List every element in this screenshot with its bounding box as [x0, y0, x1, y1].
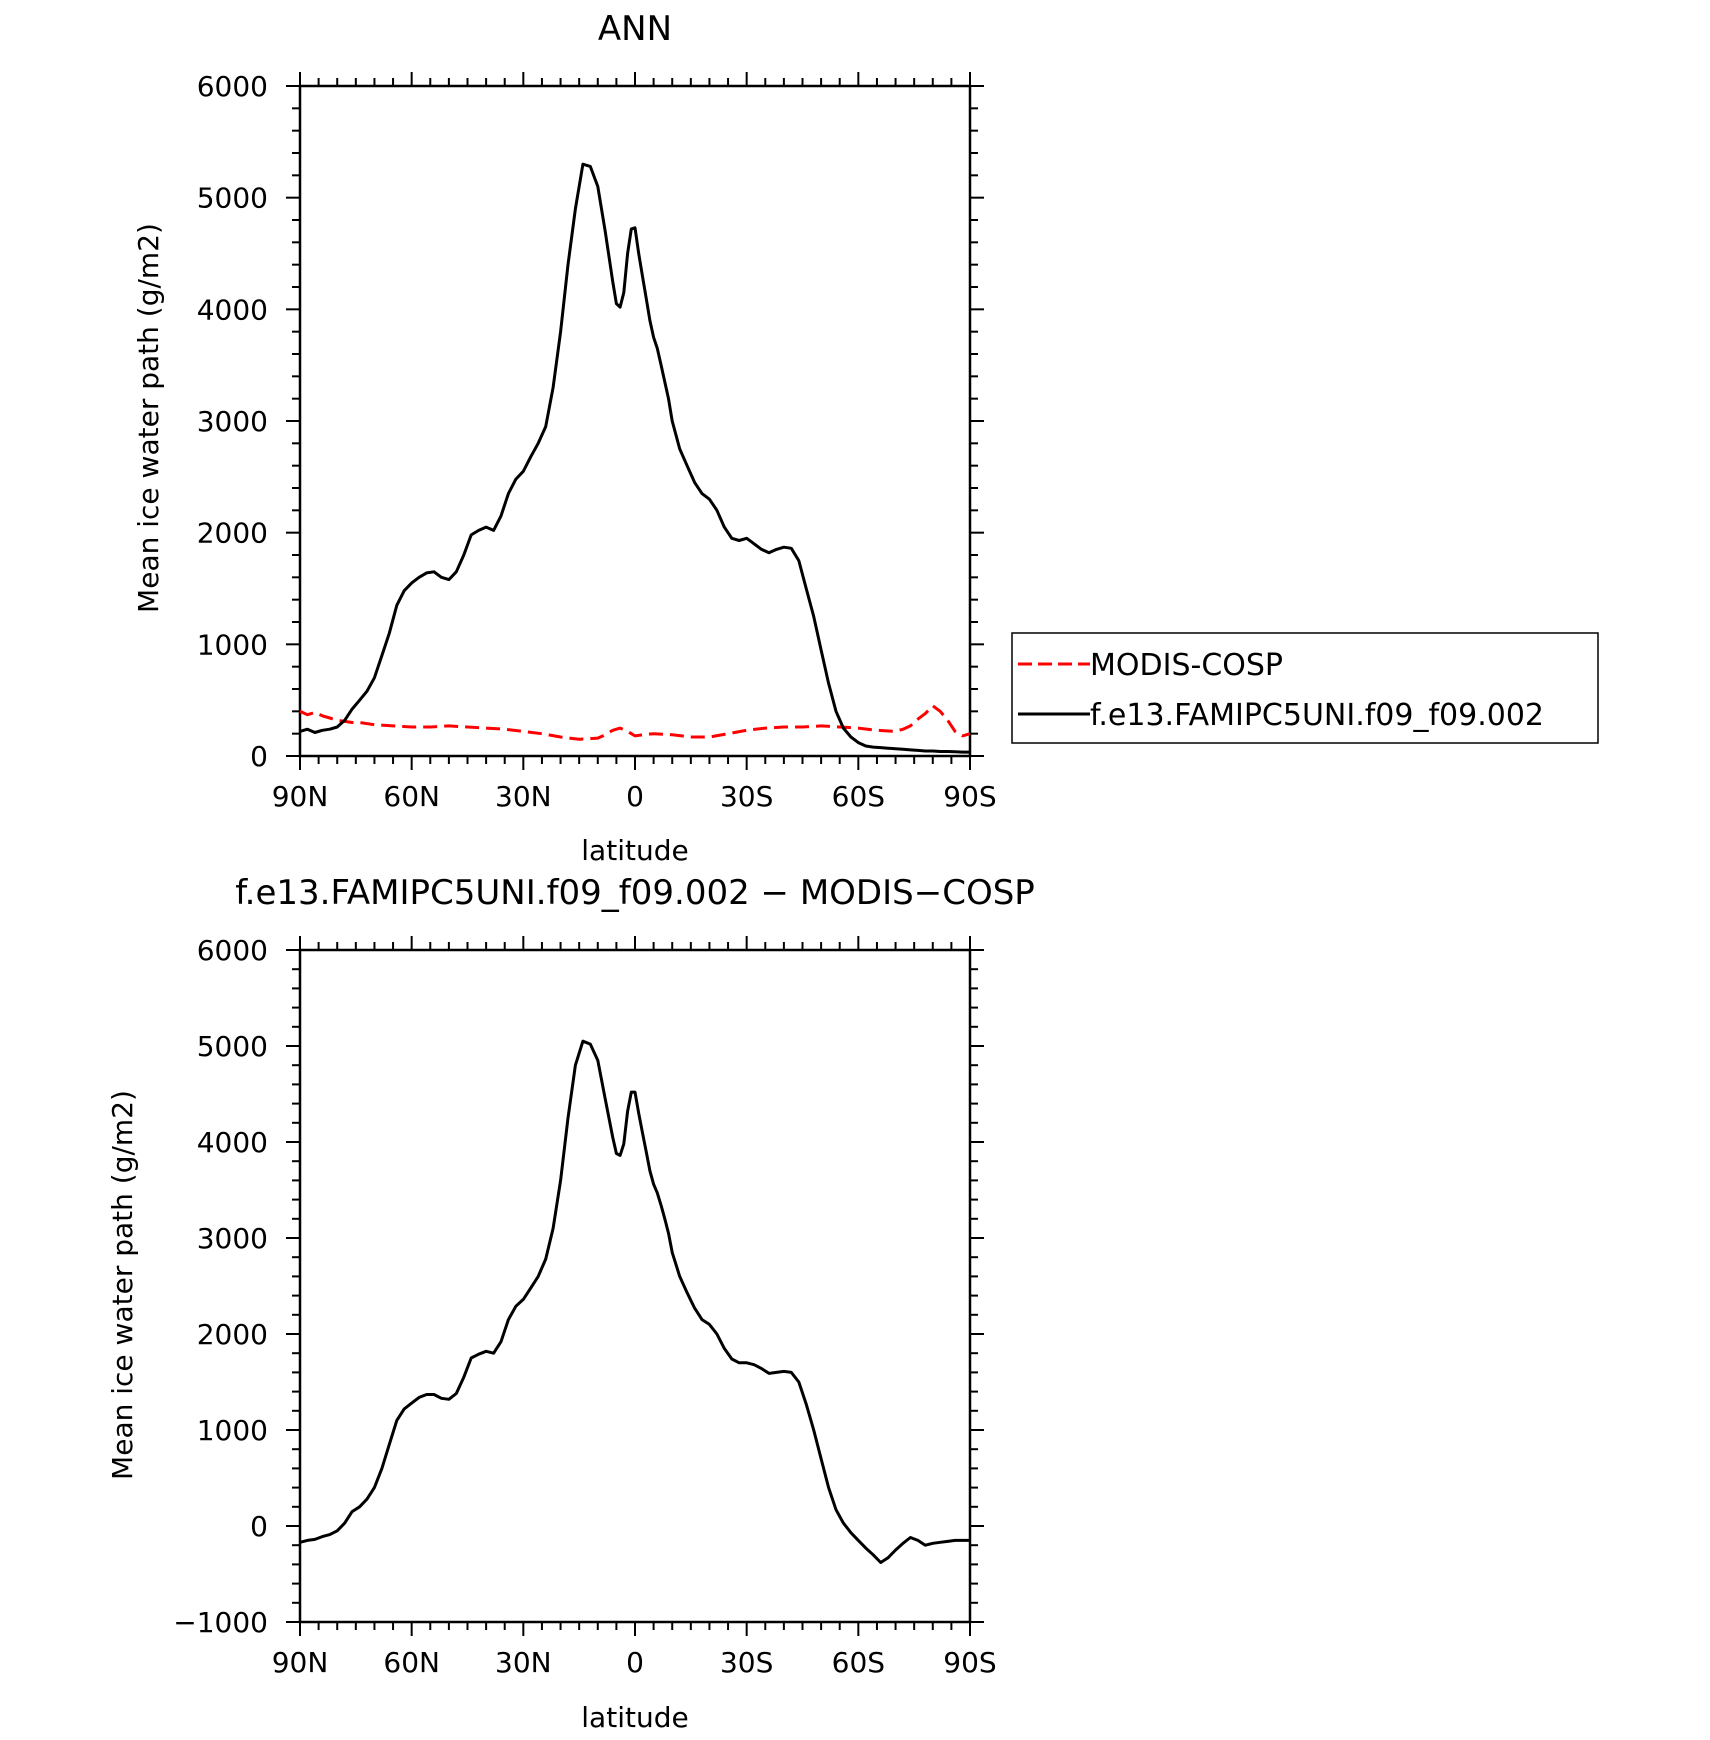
top-y-tick-label: 0	[250, 740, 268, 773]
bottom-x-tick-label: 90S	[943, 1646, 996, 1679]
bottom-panel: f.e13.FAMIPC5UNI.f09_f09.002 − MODIS−COS…	[106, 873, 1035, 1734]
bottom-y-tick-label: 4000	[197, 1126, 268, 1159]
top-x-tick-label: 90S	[943, 780, 996, 813]
top-y-tick-label: 1000	[197, 628, 268, 661]
bottom-x-tick-label: 60N	[383, 1646, 440, 1679]
bottom-x-tick-label: 0	[626, 1646, 644, 1679]
top-x-tick-label: 60S	[832, 780, 885, 813]
bottom-x-tick-label: 30N	[495, 1646, 552, 1679]
bottom-y-tick-label: 6000	[197, 934, 268, 967]
bottom-chart-title: f.e13.FAMIPC5UNI.f09_f09.002 − MODIS−COS…	[235, 873, 1035, 913]
legend: MODIS-COSP f.e13.FAMIPC5UNI.f09_f09.002	[1011, 632, 1599, 744]
top-x-tick-label: 30S	[720, 780, 773, 813]
bottom-plot-frame	[298, 948, 972, 1624]
top-plot-frame	[298, 84, 972, 758]
bottom-y-tick-label: −1000	[173, 1606, 268, 1639]
top-x-axis-title: latitude	[581, 834, 688, 867]
top-panel: ANN 90N 60N 30N 0 30S 60S 90S 0 1000 2000 3000 4000…	[132, 9, 1599, 867]
top-x-tick-label: 0	[626, 780, 644, 813]
legend-label-model: f.e13.FAMIPC5UNI.f09_f09.002	[1090, 698, 1544, 733]
top-x-tick-label: 60N	[383, 780, 440, 813]
top-y-tick-label: 6000	[197, 70, 268, 103]
bottom-x-tick-label: 60S	[832, 1646, 885, 1679]
bottom-y-tick-label: 0	[250, 1510, 268, 1543]
top-y-tick-label: 4000	[197, 293, 268, 326]
top-x-tick-label: 90N	[272, 780, 329, 813]
legend-box	[1011, 632, 1599, 744]
bottom-y-tick-label: 3000	[197, 1222, 268, 1255]
top-chart-title: ANN	[598, 9, 672, 49]
top-plot-area: 90N 60N 30N 0 30S 60S 90S 0 1000 2000 3000 4000 5000…	[197, 70, 997, 813]
top-series-line-0	[299, 704, 971, 741]
top-y-tick-label: 2000	[197, 517, 268, 550]
bottom-y-axis-title: Mean ice water path (g/m2)	[106, 1090, 139, 1480]
top-x-tick-label: 30N	[495, 780, 552, 813]
top-series-line-1	[299, 162, 970, 754]
bottom-series-line-0	[299, 1039, 970, 1564]
bottom-x-axis-title: latitude	[581, 1701, 688, 1734]
bottom-x-tick-label: 30S	[720, 1646, 773, 1679]
bottom-plot-area: 90N 60N 30N 0 30S 60S 90S −1000 0 1000 2000 3000 400…	[173, 934, 996, 1679]
bottom-y-tick-label: 1000	[197, 1414, 268, 1447]
top-y-tick-label: 3000	[197, 405, 268, 438]
top-y-axis-title: Mean ice water path (g/m2)	[132, 223, 165, 613]
bottom-y-tick-label: 5000	[197, 1030, 268, 1063]
bottom-y-tick-label: 2000	[197, 1318, 268, 1351]
top-y-tick-label: 5000	[197, 182, 268, 215]
bottom-x-tick-label: 90N	[272, 1646, 329, 1679]
legend-label-modis: MODIS-COSP	[1090, 648, 1283, 683]
